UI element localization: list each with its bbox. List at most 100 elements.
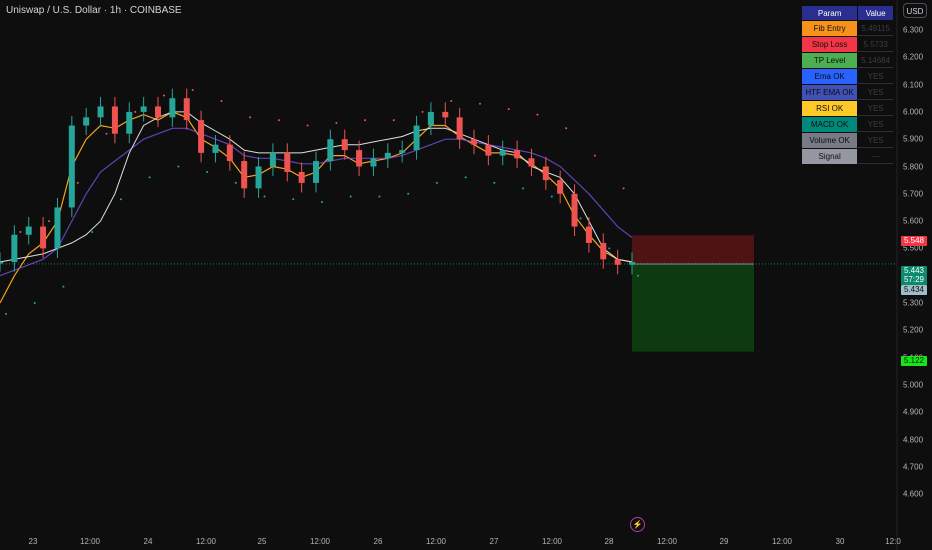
time-scale-label: 12:00: [771, 537, 793, 546]
trail-dot: [637, 274, 639, 277]
htf_line-line: [0, 111, 633, 263]
candle: [327, 129, 334, 171]
table-row: Fib Entry 5.49115: [802, 21, 893, 36]
table-row: TP Level 5.14684: [802, 53, 893, 68]
candle: [313, 151, 319, 193]
trail-dot: [608, 247, 611, 250]
candle: [183, 88, 190, 130]
trail-dot: [191, 89, 194, 92]
candle: [111, 96, 118, 144]
trail-dot: [364, 119, 367, 122]
param-label: Fib Entry: [802, 21, 858, 36]
trail-dot: [148, 176, 151, 179]
trail-dot: [177, 165, 180, 168]
time-scale-label: 12:00: [656, 537, 678, 546]
time-scale-label: 12:0: [885, 537, 901, 546]
flash-icon[interactable]: ⚡: [630, 517, 645, 532]
trail-dot: [105, 132, 108, 135]
target-price-tag: 5.122: [901, 356, 927, 366]
candle: [499, 140, 506, 166]
candle: [356, 140, 363, 177]
price-scale-label: 5.900: [903, 134, 924, 144]
trail-dot: [349, 195, 352, 198]
trail-dot: [378, 195, 381, 198]
stop-loss-zone: [632, 235, 754, 264]
candle: [155, 96, 161, 127]
price-scale-label: 4.600: [903, 489, 924, 499]
candle: [485, 135, 492, 166]
param-label: Signal: [802, 149, 858, 164]
trail-dot: [119, 198, 122, 201]
trail-dot: [407, 192, 410, 195]
candle: [341, 129, 348, 160]
trail-dot: [163, 94, 165, 97]
time-scale-label: 30: [835, 537, 845, 546]
price-scale-label: 6.000: [903, 107, 924, 117]
price-scale-label: 5.500: [903, 243, 924, 253]
price-scale-label: 5.800: [903, 162, 924, 171]
candle: [68, 115, 75, 218]
candle: [384, 143, 391, 168]
candle: [399, 140, 406, 163]
param-label: TP Level: [802, 53, 858, 68]
trail-dot: [579, 217, 582, 220]
time-scale-label: 12:00: [425, 537, 447, 546]
price-scale-label: 6.300: [903, 25, 924, 35]
candle: [456, 107, 463, 149]
trail-dot: [507, 108, 510, 111]
trail-dot: [522, 187, 525, 190]
trail-dot: [550, 195, 553, 198]
trail-dot: [292, 198, 295, 201]
candle: [198, 110, 205, 163]
trail-dot: [234, 181, 237, 184]
param-value: YES: [858, 117, 893, 132]
symbol-title[interactable]: Uniswap / U.S. Dollar · 1h · COINBASE: [6, 5, 182, 16]
param-label: MACD OK: [802, 117, 858, 132]
trail-dot: [91, 231, 94, 234]
time-scale-label: 25: [257, 537, 267, 546]
trail-dot: [76, 181, 79, 184]
param-label: HTF EMA OK: [802, 85, 858, 100]
candle: [514, 140, 521, 168]
candle: [83, 107, 90, 136]
candle: [571, 184, 578, 237]
price-scale-label: 5.000: [903, 380, 924, 390]
table-row: Ema OK YES: [802, 69, 893, 84]
candle: [600, 233, 607, 269]
candle: [241, 151, 248, 198]
trail-dot: [33, 302, 36, 304]
currency-button[interactable]: USD: [903, 3, 927, 18]
price-scale-label: 6.100: [903, 80, 924, 90]
candle: [0, 252, 3, 272]
price-scale-label: 4.700: [903, 462, 924, 472]
trail-dot: [48, 220, 51, 223]
trail-dot: [306, 124, 309, 127]
trail-dot: [435, 181, 438, 184]
table-row: HTF EMA OK YES: [802, 85, 893, 100]
take-profit-zone: [632, 263, 754, 352]
time-scale-label: 29: [719, 537, 729, 546]
trail-dot: [464, 176, 467, 179]
candle: [427, 102, 434, 136]
trail-dot: [277, 119, 280, 122]
param-value: YES: [858, 85, 893, 100]
price-scale-label: 5.700: [903, 189, 924, 199]
candle: [11, 225, 18, 272]
time-scale-label: 27: [489, 537, 499, 546]
candle: [97, 96, 104, 127]
candle: [140, 96, 147, 122]
time-scale-label: 24: [143, 537, 153, 546]
trail-dot: [335, 121, 338, 124]
param-label: RSI OK: [802, 101, 858, 116]
param-header: Param: [802, 6, 858, 20]
time-scale-label: 26: [373, 537, 383, 546]
candle: [413, 115, 420, 160]
prev-price-tag: 5.434: [901, 285, 927, 295]
time-scale-label: 12:00: [309, 537, 331, 546]
time-scale-label: 23: [28, 537, 38, 546]
trail-dot: [19, 231, 22, 234]
table-row: RSI OK YES: [802, 101, 893, 116]
candle: [126, 102, 133, 144]
